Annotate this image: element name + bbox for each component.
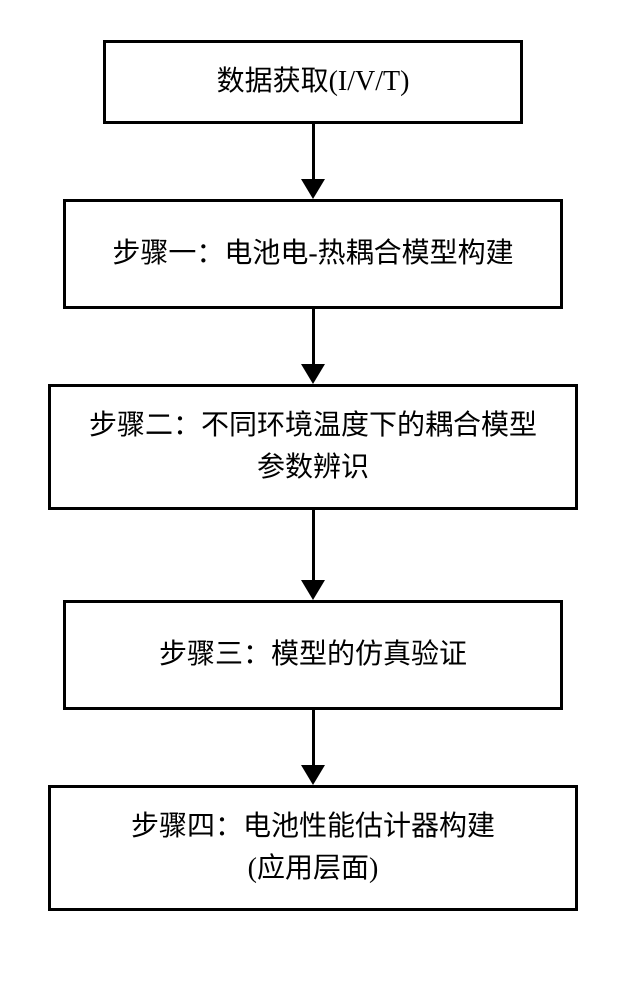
node-label: 步骤一：电池电-热耦合模型构建 xyxy=(112,233,513,275)
arrow-head-icon xyxy=(301,765,325,785)
node-label: 步骤三：模型的仿真验证 xyxy=(159,634,467,676)
arrow-head-icon xyxy=(301,179,325,199)
arrow-2 xyxy=(301,309,325,384)
flowchart-node-1: 数据获取(I/V/T) xyxy=(103,40,523,124)
node-label: 步骤四：电池性能估计器构建 (应用层面) xyxy=(131,806,495,890)
arrow-head-icon xyxy=(301,364,325,384)
arrow-line xyxy=(312,309,315,364)
flowchart-container: 数据获取(I/V/T) 步骤一：电池电-热耦合模型构建 步骤二：不同环境温度下的… xyxy=(48,40,578,911)
node-label: 数据获取(I/V/T) xyxy=(217,61,410,103)
arrow-line xyxy=(312,510,315,580)
arrow-3 xyxy=(301,510,325,600)
flowchart-node-3: 步骤二：不同环境温度下的耦合模型 参数辨识 xyxy=(48,384,578,510)
flowchart-node-2: 步骤一：电池电-热耦合模型构建 xyxy=(63,199,563,309)
arrow-line xyxy=(312,710,315,765)
arrow-line xyxy=(312,124,315,179)
node-label: 步骤二：不同环境温度下的耦合模型 参数辨识 xyxy=(89,405,537,489)
arrow-head-icon xyxy=(301,580,325,600)
arrow-4 xyxy=(301,710,325,785)
flowchart-node-4: 步骤三：模型的仿真验证 xyxy=(63,600,563,710)
flowchart-node-5: 步骤四：电池性能估计器构建 (应用层面) xyxy=(48,785,578,911)
arrow-1 xyxy=(301,124,325,199)
